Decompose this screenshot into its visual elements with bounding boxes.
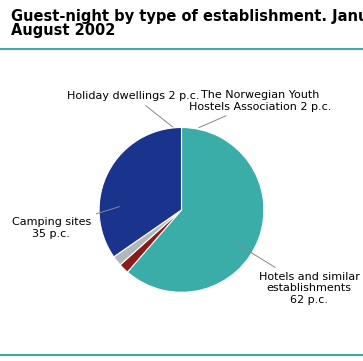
Wedge shape	[99, 127, 182, 257]
Wedge shape	[120, 210, 182, 272]
Wedge shape	[114, 210, 182, 265]
Text: The Norwegian Youth
Hostels Association 2 p.c.: The Norwegian Youth Hostels Association …	[189, 90, 331, 127]
Text: Hotels and similar
establishments
62 p.c.: Hotels and similar establishments 62 p.c…	[235, 243, 360, 305]
Text: Guest-night by type of establishment. January-: Guest-night by type of establishment. Ja…	[11, 9, 363, 24]
Text: August 2002: August 2002	[11, 23, 115, 39]
Text: Holiday dwellings 2 p.c.: Holiday dwellings 2 p.c.	[68, 91, 200, 127]
Wedge shape	[127, 127, 264, 292]
Text: Camping sites
35 p.c.: Camping sites 35 p.c.	[12, 206, 119, 239]
